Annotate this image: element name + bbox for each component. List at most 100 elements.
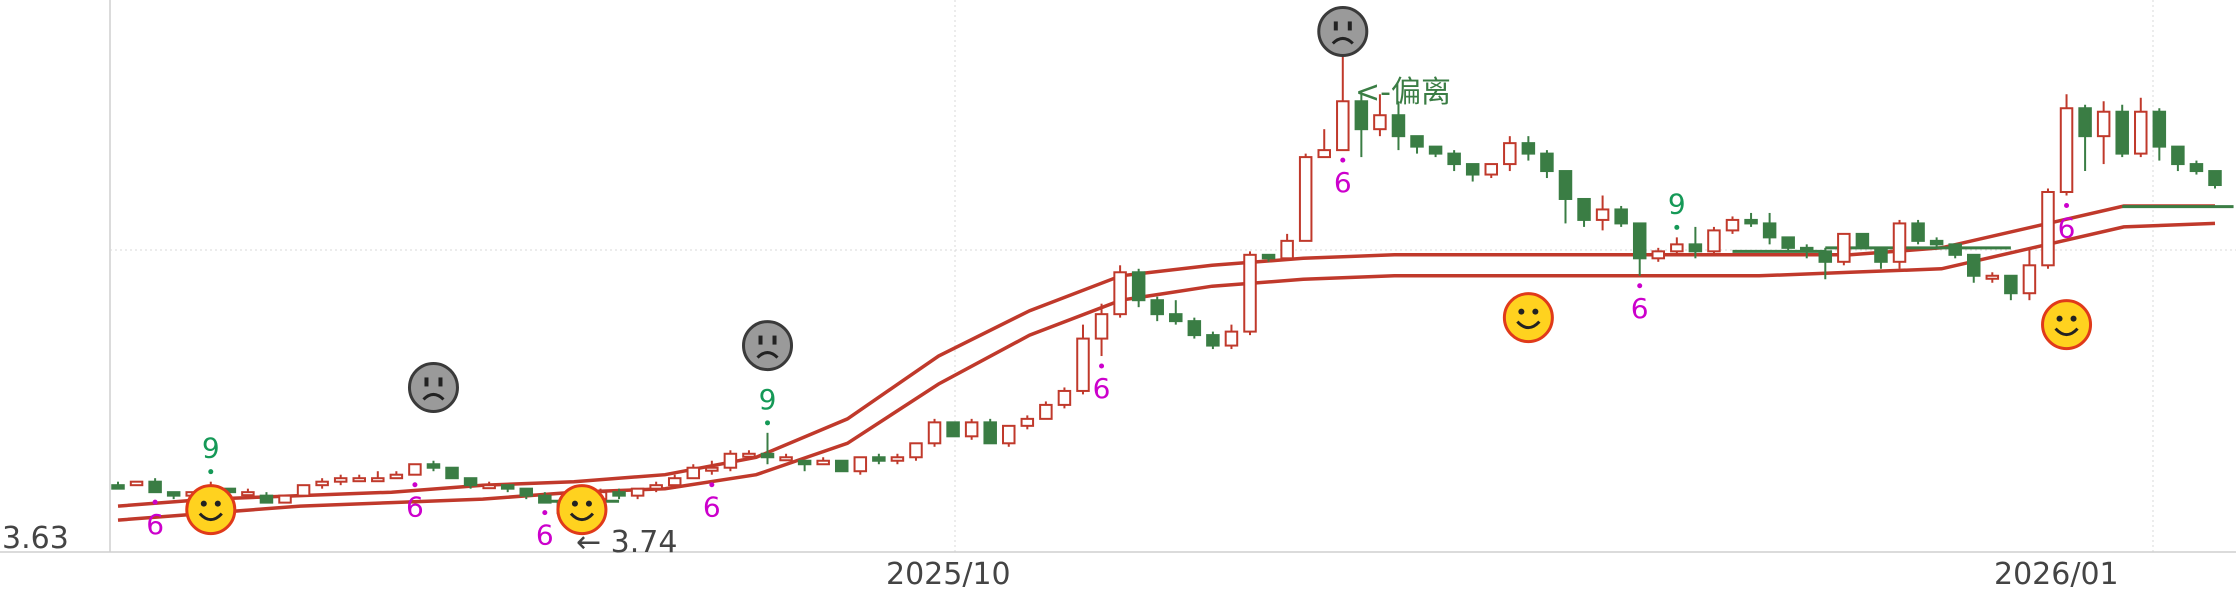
candle-body	[1150, 299, 1164, 316]
candle-body	[1076, 337, 1090, 392]
candle-body	[1336, 100, 1350, 152]
candle-body	[1929, 239, 1944, 246]
candle-body	[1577, 197, 1591, 221]
candle-body	[1632, 222, 1647, 260]
candle-body	[816, 459, 830, 466]
signal-dot	[765, 420, 771, 426]
smiley-face	[2041, 299, 2093, 351]
frown-icon	[742, 320, 794, 372]
candle-body	[1465, 163, 1480, 176]
candle-body	[1243, 253, 1257, 333]
frown-eye	[758, 335, 763, 345]
candle-body	[1503, 142, 1517, 166]
candle-body	[1595, 208, 1610, 221]
candle-body	[1985, 274, 2000, 280]
candle-body	[1317, 149, 1331, 159]
candle-body	[296, 484, 311, 497]
candle-body	[1039, 403, 1053, 420]
axes: 2025/10 2026/01 3.63	[2, 521, 2119, 592]
candle-body	[241, 491, 255, 497]
candle-body	[2041, 191, 2055, 267]
signal-six-label: 6	[2058, 211, 2076, 244]
candle-body	[1261, 253, 1276, 260]
frown-eye	[438, 377, 443, 387]
candle-body	[1447, 152, 1461, 166]
candle-body	[1002, 424, 1016, 445]
signal-nine-label: 9	[759, 383, 777, 416]
candle-body	[779, 456, 793, 462]
candle-body	[2115, 110, 2129, 155]
smiley-eye	[1518, 308, 1525, 315]
smiley-mouth	[198, 512, 223, 522]
frown-eye	[772, 335, 777, 345]
candle-body	[1484, 163, 1499, 176]
candle-body	[2189, 163, 2204, 173]
smiley-face	[1502, 292, 1554, 344]
candle-body	[1521, 142, 1536, 155]
candle-body	[1855, 232, 1870, 249]
smiley-face	[556, 484, 608, 536]
candle-body	[2078, 107, 2092, 138]
candle-body	[1818, 250, 1833, 263]
candle-body	[1614, 208, 1628, 225]
candle-body	[612, 491, 626, 497]
candle-body	[1558, 170, 1573, 200]
candle-body	[2152, 110, 2167, 148]
signal-six-label: 6	[1093, 372, 1111, 405]
frown-face	[1317, 5, 1369, 57]
signal-dot	[1637, 283, 1643, 289]
candle-body	[1169, 313, 1183, 323]
candle-body	[946, 421, 960, 438]
candle-body	[1725, 218, 1740, 232]
candle-body	[927, 421, 942, 445]
candle-body	[408, 463, 422, 476]
candle-body	[1707, 229, 1721, 253]
signal-nine-label: 9	[202, 432, 220, 465]
candle-body	[1428, 145, 1443, 155]
candle-body	[1187, 320, 1202, 337]
candle-body	[649, 484, 663, 490]
smiley-icon	[2041, 299, 2093, 351]
candle-body	[705, 466, 719, 472]
candle-body	[519, 487, 534, 497]
frown-face	[407, 361, 459, 413]
candle-body	[148, 480, 162, 494]
smiley-mouth	[569, 512, 595, 522]
candle-body	[630, 487, 645, 497]
candle-body	[1206, 334, 1220, 347]
candle-body	[482, 484, 496, 490]
smiley-icon	[1502, 292, 1554, 344]
candle-body	[909, 442, 923, 459]
candle-body	[1744, 218, 1758, 225]
smiley-eye	[2070, 315, 2077, 322]
candle-body	[111, 484, 125, 490]
candle-body	[333, 477, 348, 483]
deviation-annotation: <-偏离	[1355, 75, 1451, 110]
candle-body	[1373, 114, 1387, 131]
candle-body	[1892, 222, 1907, 263]
candle-body	[352, 477, 367, 483]
signal-six-label: 6	[703, 491, 721, 524]
smiley-eye	[1532, 308, 1539, 315]
candle-body	[2171, 145, 2185, 166]
signal-six-label: 6	[536, 519, 554, 552]
low-price-label: ← 3.74	[576, 525, 677, 560]
candle-body	[426, 463, 441, 469]
signal-six-label: 6	[406, 491, 424, 524]
candle-body	[2096, 110, 2111, 138]
candle-body	[463, 477, 478, 487]
frown-icon	[407, 361, 459, 413]
candle-body	[1781, 236, 1795, 249]
signal-dot	[2064, 202, 2070, 208]
candle-body	[686, 466, 701, 480]
candle-body	[1966, 253, 1981, 277]
signal-dot	[542, 510, 548, 516]
candle-body	[667, 477, 682, 487]
candle-body	[1354, 100, 1369, 131]
frown-mouth	[422, 392, 445, 401]
candle-body	[1948, 243, 1962, 256]
candle-body	[1651, 250, 1666, 260]
signal-markers: 6 6 6 6 6 6 6 6 9 9 9	[146, 5, 2093, 552]
candle-body	[259, 494, 274, 504]
